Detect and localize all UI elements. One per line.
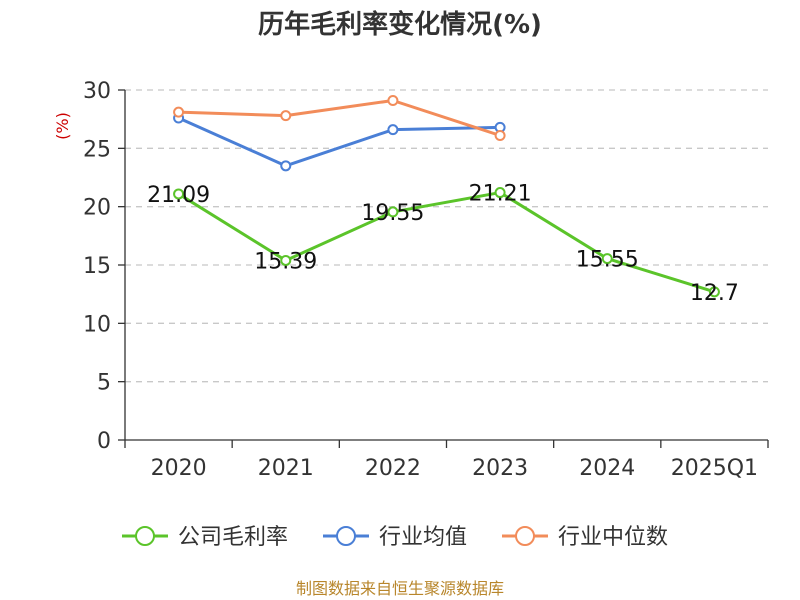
data-labels: 21.09 15.39 19.55 21.21 15.55 12.7 [147, 182, 739, 306]
data-label: 19.55 [361, 201, 424, 226]
y-tick-label: 5 [97, 371, 111, 396]
data-point [494, 130, 506, 141]
series-line [177, 191, 715, 294]
legend-item: 行业中位数 [502, 525, 668, 550]
legend-item: 公司毛利率 [122, 525, 288, 550]
data-label: 15.55 [576, 248, 639, 273]
x-tick-label: 2020 [151, 456, 207, 481]
legend-label: 行业中位数 [558, 525, 668, 550]
y-tick-label: 0 [97, 429, 111, 454]
data-point [280, 254, 292, 266]
y-tick-label: 30 [83, 79, 111, 104]
series-line [178, 99, 501, 137]
y-tick-label: 20 [83, 196, 111, 221]
series-2 [173, 95, 506, 141]
data-point [173, 188, 185, 200]
legend-label: 行业均值 [379, 525, 467, 550]
data-point [494, 187, 506, 199]
data-label: 15.39 [254, 249, 317, 274]
data-point [601, 253, 613, 265]
y-axis-label: (%) [53, 112, 72, 140]
series-1 [173, 112, 506, 172]
series [173, 95, 720, 298]
data-point [387, 206, 399, 218]
legend-marker [336, 526, 356, 546]
data-point [387, 95, 399, 106]
y-tick-label: 10 [83, 312, 111, 337]
data-point [280, 160, 292, 172]
data-point [708, 286, 720, 298]
data-point [173, 106, 185, 118]
x-tick-label: 2024 [579, 456, 635, 481]
grid [125, 89, 768, 383]
y-tick-label: 15 [83, 254, 111, 279]
data-point [280, 110, 292, 122]
axes: 0 5 10 15 20 25 30 2020 2021 2022 2023 2024 2025Q1 [83, 79, 769, 481]
source-note: 制图数据来自恒生聚源数据库 [296, 579, 504, 598]
legend: 公司毛利率 行业均值 行业中位数 [122, 525, 668, 550]
x-tick-label: 2025Q1 [671, 456, 758, 481]
series-0 [173, 187, 720, 298]
legend-item: 行业均值 [323, 525, 467, 550]
legend-marker [515, 526, 535, 546]
x-tick-label: 2022 [365, 456, 421, 481]
x-tick-label: 2023 [472, 456, 528, 481]
data-point [387, 124, 399, 136]
legend-label: 公司毛利率 [178, 525, 288, 550]
x-tick-label: 2021 [258, 456, 314, 481]
legend-marker [135, 526, 155, 546]
y-tick-label: 25 [83, 137, 111, 162]
data-label: 21.21 [469, 182, 532, 207]
data-label: 21.09 [147, 183, 210, 208]
data-label: 12.7 [690, 281, 739, 306]
chart-title: 历年毛利率变化情况(%) [258, 9, 542, 40]
series-line [177, 116, 501, 168]
